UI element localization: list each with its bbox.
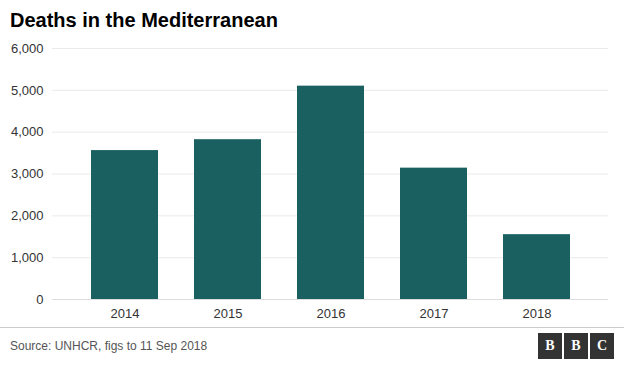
svg-text:2,000: 2,000	[11, 208, 44, 223]
html-text:C: C	[596, 337, 608, 353]
svg-text:2016: 2016	[317, 306, 346, 321]
svg-text:2014: 2014	[111, 306, 140, 321]
svg-text:3,000: 3,000	[11, 166, 44, 181]
svg-text:0: 0	[36, 292, 43, 307]
svg-text:5,000: 5,000	[11, 82, 44, 97]
svg-text:6,000: 6,000	[11, 41, 44, 56]
svg-text:2015: 2015	[214, 306, 243, 321]
html-text:Deaths in the Mediterranean: Deaths in the Mediterranean	[10, 9, 278, 31]
svg-text:2017: 2017	[420, 306, 449, 321]
html-text:B: B	[571, 337, 581, 353]
svg-text:4,000: 4,000	[11, 124, 44, 139]
html-text:Source: UNHCR, figs to 11 Sep: Source: UNHCR, figs to 11 Sep 2018	[10, 338, 208, 353]
svg-text:1,000: 1,000	[11, 250, 44, 265]
html-text:B: B	[545, 337, 555, 353]
svg-text:2018: 2018	[523, 306, 552, 321]
